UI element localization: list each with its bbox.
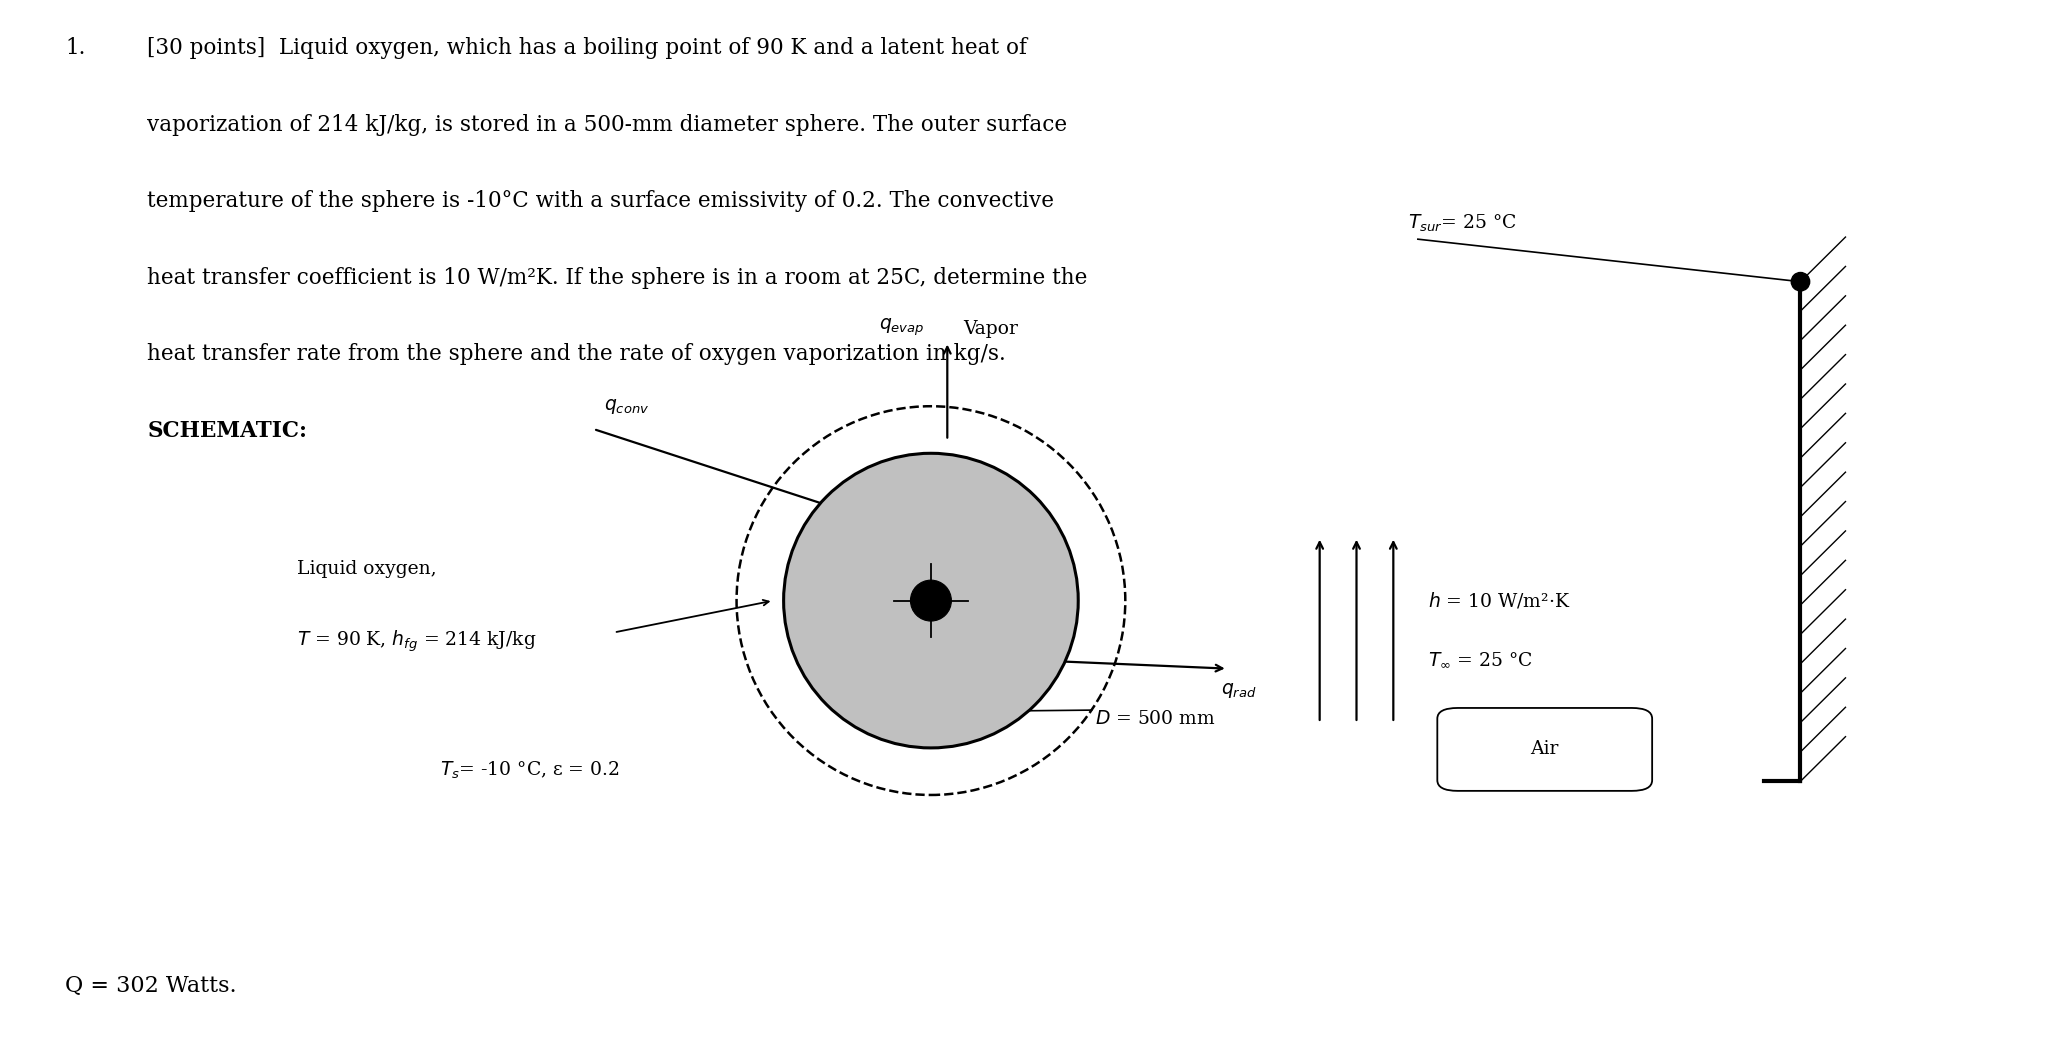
Text: $T_{sur}$= 25 °C: $T_{sur}$= 25 °C xyxy=(1408,213,1516,234)
Text: vaporization of 214 kJ/kg, is stored in a 500-mm diameter sphere. The outer surf: vaporization of 214 kJ/kg, is stored in … xyxy=(147,114,1068,136)
Text: $T_s$= -10 °C, ε = 0.2: $T_s$= -10 °C, ε = 0.2 xyxy=(440,760,620,781)
Text: $q_{conv}$: $q_{conv}$ xyxy=(604,398,649,417)
FancyBboxPatch shape xyxy=(1436,708,1653,791)
Text: [30 points]  Liquid oxygen, which has a boiling point of 90 K and a latent heat : [30 points] Liquid oxygen, which has a b… xyxy=(147,37,1027,60)
Ellipse shape xyxy=(784,453,1078,748)
Text: Q = 302 Watts.: Q = 302 Watts. xyxy=(65,976,237,997)
Text: $h$ = 10 W/m²·K: $h$ = 10 W/m²·K xyxy=(1428,591,1571,610)
Text: Liquid oxygen,: Liquid oxygen, xyxy=(297,560,436,577)
Text: heat transfer coefficient is 10 W/m²K. If the sphere is in a room at 25C, determ: heat transfer coefficient is 10 W/m²K. I… xyxy=(147,267,1088,289)
Text: $T$ = 90 K, $h_{fg}$ = 214 kJ/kg: $T$ = 90 K, $h_{fg}$ = 214 kJ/kg xyxy=(297,628,536,654)
Text: 1.: 1. xyxy=(65,37,86,60)
Ellipse shape xyxy=(910,580,951,621)
Text: $q_{evap}$: $q_{evap}$ xyxy=(880,317,925,338)
Text: Vapor: Vapor xyxy=(964,320,1019,338)
Text: $D$ = 500 mm: $D$ = 500 mm xyxy=(1095,710,1215,728)
Text: $T_∞$ = 25 °C: $T_∞$ = 25 °C xyxy=(1428,649,1532,669)
Text: Air: Air xyxy=(1530,741,1559,758)
Ellipse shape xyxy=(1792,272,1811,291)
Text: heat transfer rate from the sphere and the rate of oxygen vaporization in kg/s.: heat transfer rate from the sphere and t… xyxy=(147,343,1007,366)
Text: SCHEMATIC:: SCHEMATIC: xyxy=(147,420,307,442)
Text: $q_{rad}$: $q_{rad}$ xyxy=(1221,681,1256,701)
Text: temperature of the sphere is -10°C with a surface emissivity of 0.2. The convect: temperature of the sphere is -10°C with … xyxy=(147,190,1054,213)
